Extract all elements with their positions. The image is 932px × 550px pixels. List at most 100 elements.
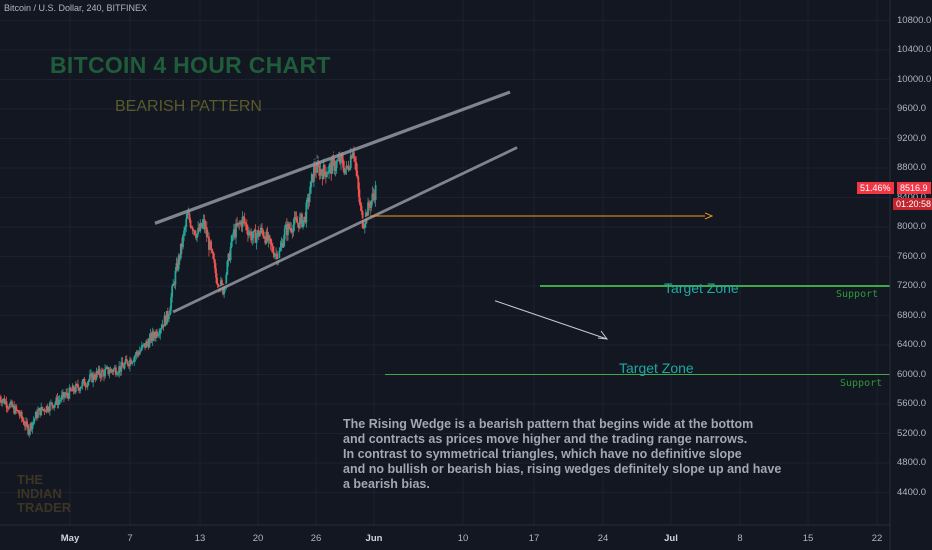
- direction-arrow: [494, 300, 608, 340]
- candle-body: [123, 363, 126, 369]
- candle-body: [271, 246, 274, 253]
- candles: [0, 145, 377, 438]
- candle-body: [258, 232, 261, 237]
- candle-body: [37, 410, 39, 418]
- candle-body: [69, 387, 72, 391]
- price-tick-label: 9600.0: [897, 103, 927, 114]
- candle-body: [354, 157, 356, 163]
- candle-body: [54, 402, 57, 405]
- candle-body: [166, 311, 169, 320]
- candle-body: [17, 410, 20, 414]
- candle-body: [363, 224, 366, 228]
- candle-body: [355, 162, 358, 171]
- candle-body: [342, 159, 345, 168]
- candle-body: [65, 392, 67, 396]
- candle-body: [192, 230, 195, 232]
- candle-body: [67, 395, 70, 399]
- candle-body: [256, 230, 259, 236]
- candle-body: [19, 412, 22, 416]
- candle-body: [155, 331, 157, 339]
- candle-body: [135, 351, 138, 356]
- candle-body: [91, 373, 93, 383]
- candle-body: [225, 274, 228, 286]
- candle-body: [275, 253, 277, 255]
- candle-body: [81, 381, 84, 387]
- candle-body: [114, 367, 117, 375]
- candle-body: [60, 395, 63, 400]
- logo-line: INDIAN: [17, 486, 62, 501]
- candle-body: [59, 399, 62, 401]
- candle-body: [205, 227, 208, 237]
- candle-body: [216, 283, 219, 286]
- price-tick-label: 5200.0: [897, 427, 927, 439]
- candle-body: [177, 255, 180, 270]
- candle-body: [10, 401, 12, 404]
- candle-body: [159, 329, 162, 335]
- candle-body: [350, 155, 353, 159]
- candle-body: [304, 216, 307, 223]
- price-tick-label: 5600.0: [897, 398, 927, 409]
- candle-body: [329, 163, 332, 166]
- projection-arrowhead: [704, 212, 714, 220]
- candle-body: [374, 185, 377, 201]
- candle-body: [86, 382, 89, 387]
- candle-body: [44, 411, 47, 413]
- candle-body: [63, 392, 65, 398]
- candle-body: [280, 242, 283, 247]
- candle-body: [137, 353, 140, 355]
- candle-body: [227, 253, 230, 262]
- candle-body: [189, 220, 192, 227]
- candle-body: [94, 378, 97, 380]
- candle-body: [99, 375, 102, 378]
- candle-body: [55, 397, 58, 403]
- chart-subtitle: BEARISH PATTERN: [115, 98, 262, 115]
- candle-body: [287, 223, 289, 236]
- candle-body: [356, 170, 359, 177]
- candle-body: [334, 168, 337, 171]
- candle-body: [130, 359, 132, 364]
- candle-body: [198, 227, 201, 232]
- candle-body: [326, 174, 328, 178]
- candle-body: [98, 368, 101, 376]
- time-tick-label: 22: [871, 533, 883, 544]
- candle-body: [303, 216, 306, 221]
- candle-body: [333, 160, 336, 171]
- candle-body: [229, 246, 232, 261]
- candle-body: [197, 227, 200, 234]
- candle-body: [170, 297, 172, 310]
- candle-body: [370, 200, 373, 208]
- candle-body: [345, 165, 348, 170]
- candle-body: [28, 430, 31, 435]
- direction-arrowhead: [597, 330, 609, 340]
- candle-body: [228, 253, 231, 261]
- candle-body: [188, 213, 191, 221]
- price-tick-label: 8400.0: [897, 191, 927, 203]
- candle-body: [147, 342, 150, 348]
- candle-body: [8, 403, 11, 408]
- candle-body: [116, 374, 118, 376]
- symbol-header[interactable]: Bitcoin / U.S. Dollar, 240, BITFINEX: [4, 3, 148, 13]
- candle-body: [101, 370, 104, 372]
- candle-body: [121, 361, 124, 367]
- candle-body: [289, 227, 292, 229]
- candle-body: [292, 224, 295, 233]
- price-tick-label: 8000.0: [897, 221, 927, 232]
- logo: THE INDIAN TRADER: [17, 473, 71, 515]
- candle-body: [208, 236, 210, 250]
- candle-body: [367, 202, 369, 218]
- candle-body: [162, 324, 165, 327]
- candle-body: [211, 249, 214, 253]
- candle-body: [217, 285, 220, 289]
- candle-body: [336, 159, 339, 162]
- candle-body: [144, 343, 147, 348]
- price-tick-label: 8800.0: [897, 162, 927, 173]
- candle-body: [152, 331, 155, 337]
- candle-body: [349, 155, 352, 169]
- candle-body: [278, 251, 281, 260]
- candle-body: [190, 226, 193, 228]
- candle-body: [73, 391, 76, 393]
- candle-body: [359, 202, 362, 206]
- candle-body: [265, 231, 268, 244]
- candle-body: [156, 331, 158, 337]
